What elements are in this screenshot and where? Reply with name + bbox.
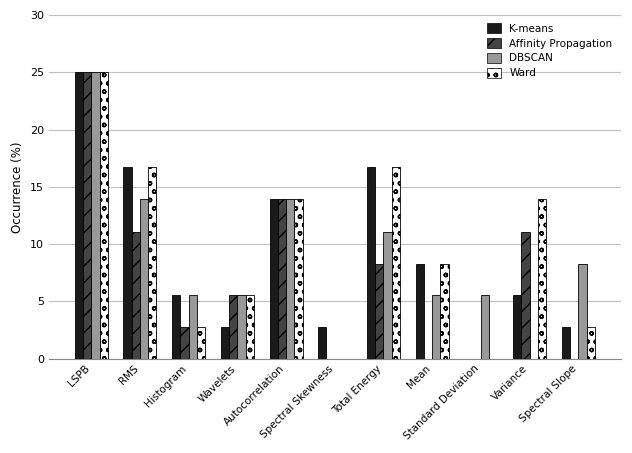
Bar (229, 294, 238, 359)
Bar (180, 327, 188, 359)
Bar (586, 327, 595, 359)
Bar (481, 294, 489, 359)
Bar (318, 327, 327, 359)
Y-axis label: Occurrence (%): Occurrence (%) (11, 141, 24, 233)
Bar (131, 231, 140, 359)
Bar (75, 72, 83, 359)
Bar (416, 264, 424, 359)
Bar (432, 294, 441, 359)
Bar (83, 72, 91, 359)
Bar (441, 264, 449, 359)
Bar (392, 168, 400, 359)
Bar (513, 294, 521, 359)
Bar (269, 199, 278, 359)
Bar (172, 294, 180, 359)
Bar (384, 231, 392, 359)
Bar (197, 327, 205, 359)
Bar (140, 199, 149, 359)
Bar (295, 199, 303, 359)
Bar (123, 168, 131, 359)
Bar (367, 168, 375, 359)
Bar (521, 231, 530, 359)
Bar (375, 264, 384, 359)
Bar (278, 199, 286, 359)
Bar (538, 199, 546, 359)
Bar (188, 294, 197, 359)
Bar (91, 72, 99, 359)
Bar (99, 72, 108, 359)
Bar (149, 168, 157, 359)
Bar (562, 327, 570, 359)
Bar (238, 294, 246, 359)
Bar (221, 327, 229, 359)
Legend: K-means, Affinity Propagation, DBSCAN, Ward: K-means, Affinity Propagation, DBSCAN, W… (483, 20, 616, 81)
Bar (246, 294, 254, 359)
Bar (286, 199, 295, 359)
Bar (578, 264, 586, 359)
